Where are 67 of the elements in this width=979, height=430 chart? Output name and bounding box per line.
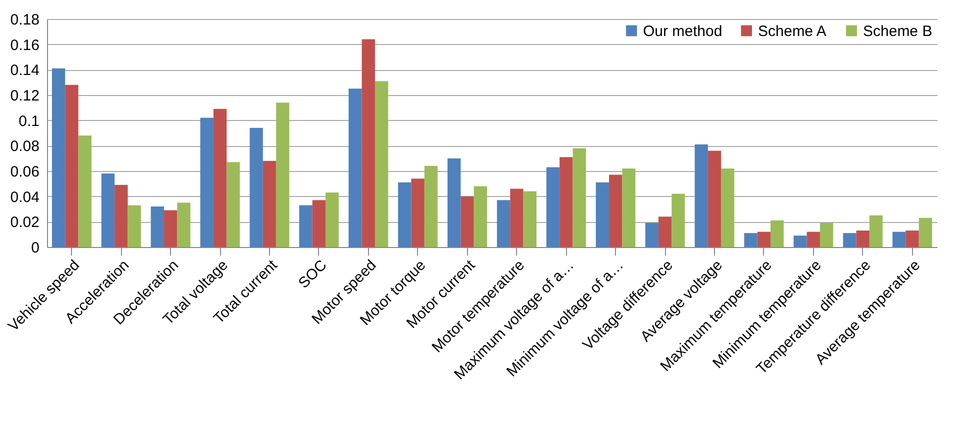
bar	[757, 232, 771, 247]
legend-label: Scheme A	[758, 22, 826, 40]
bar	[200, 118, 214, 247]
bar	[52, 68, 66, 247]
bar	[276, 102, 290, 247]
bar	[794, 236, 807, 247]
bar	[150, 206, 164, 247]
bar	[114, 184, 128, 247]
bar	[326, 192, 339, 247]
bar	[843, 233, 856, 247]
bar	[262, 160, 276, 247]
bar	[226, 162, 240, 247]
bar	[250, 128, 263, 247]
bar	[299, 205, 312, 247]
bar	[572, 148, 586, 247]
y-tick-label: 0.04	[10, 188, 40, 206]
bar	[474, 186, 488, 247]
y-tick-label: 0.06	[10, 164, 40, 180]
bar	[411, 178, 424, 247]
bar	[362, 39, 375, 247]
bar	[510, 188, 524, 247]
y-tick-label: 0.1	[18, 112, 40, 130]
y-tick-label: 0.16	[10, 36, 40, 54]
bar	[596, 182, 610, 247]
y-tick-label: 0.02	[10, 214, 40, 232]
bar	[560, 157, 573, 247]
bar	[374, 81, 388, 247]
bar	[622, 168, 636, 247]
bar	[448, 158, 461, 247]
bar	[65, 84, 78, 247]
bar	[820, 222, 834, 247]
bar	[672, 194, 685, 247]
bar	[101, 174, 115, 247]
bar	[398, 182, 412, 247]
bar	[496, 200, 510, 247]
bar	[312, 200, 326, 247]
y-tick-label: 0.08	[10, 138, 40, 156]
bar	[721, 168, 734, 247]
bar	[770, 220, 784, 247]
bar	[609, 174, 622, 247]
bar	[78, 136, 92, 247]
y-tick-label: 0.18	[10, 12, 40, 28]
bar	[348, 88, 362, 247]
bar	[918, 218, 932, 247]
bar	[213, 108, 227, 247]
bar	[906, 230, 919, 247]
bar	[744, 233, 758, 247]
y-tick-label: 0	[31, 240, 40, 256]
bar	[658, 216, 672, 247]
bar	[708, 150, 722, 247]
bar	[869, 215, 883, 247]
bar	[128, 205, 141, 247]
bar	[546, 167, 560, 247]
y-tick-label: 0.12	[10, 88, 40, 104]
bar	[460, 196, 474, 247]
bar	[164, 210, 178, 247]
bar	[892, 232, 906, 247]
bar	[856, 230, 870, 247]
bar	[424, 166, 438, 247]
legend-label: Our method	[643, 22, 722, 40]
bar	[806, 232, 820, 247]
legend-label: Scheme B	[863, 22, 932, 40]
bar	[177, 202, 190, 247]
bar	[694, 144, 708, 247]
bar	[523, 191, 536, 247]
y-tick-label: 0.14	[10, 62, 40, 80]
bar	[645, 222, 658, 247]
